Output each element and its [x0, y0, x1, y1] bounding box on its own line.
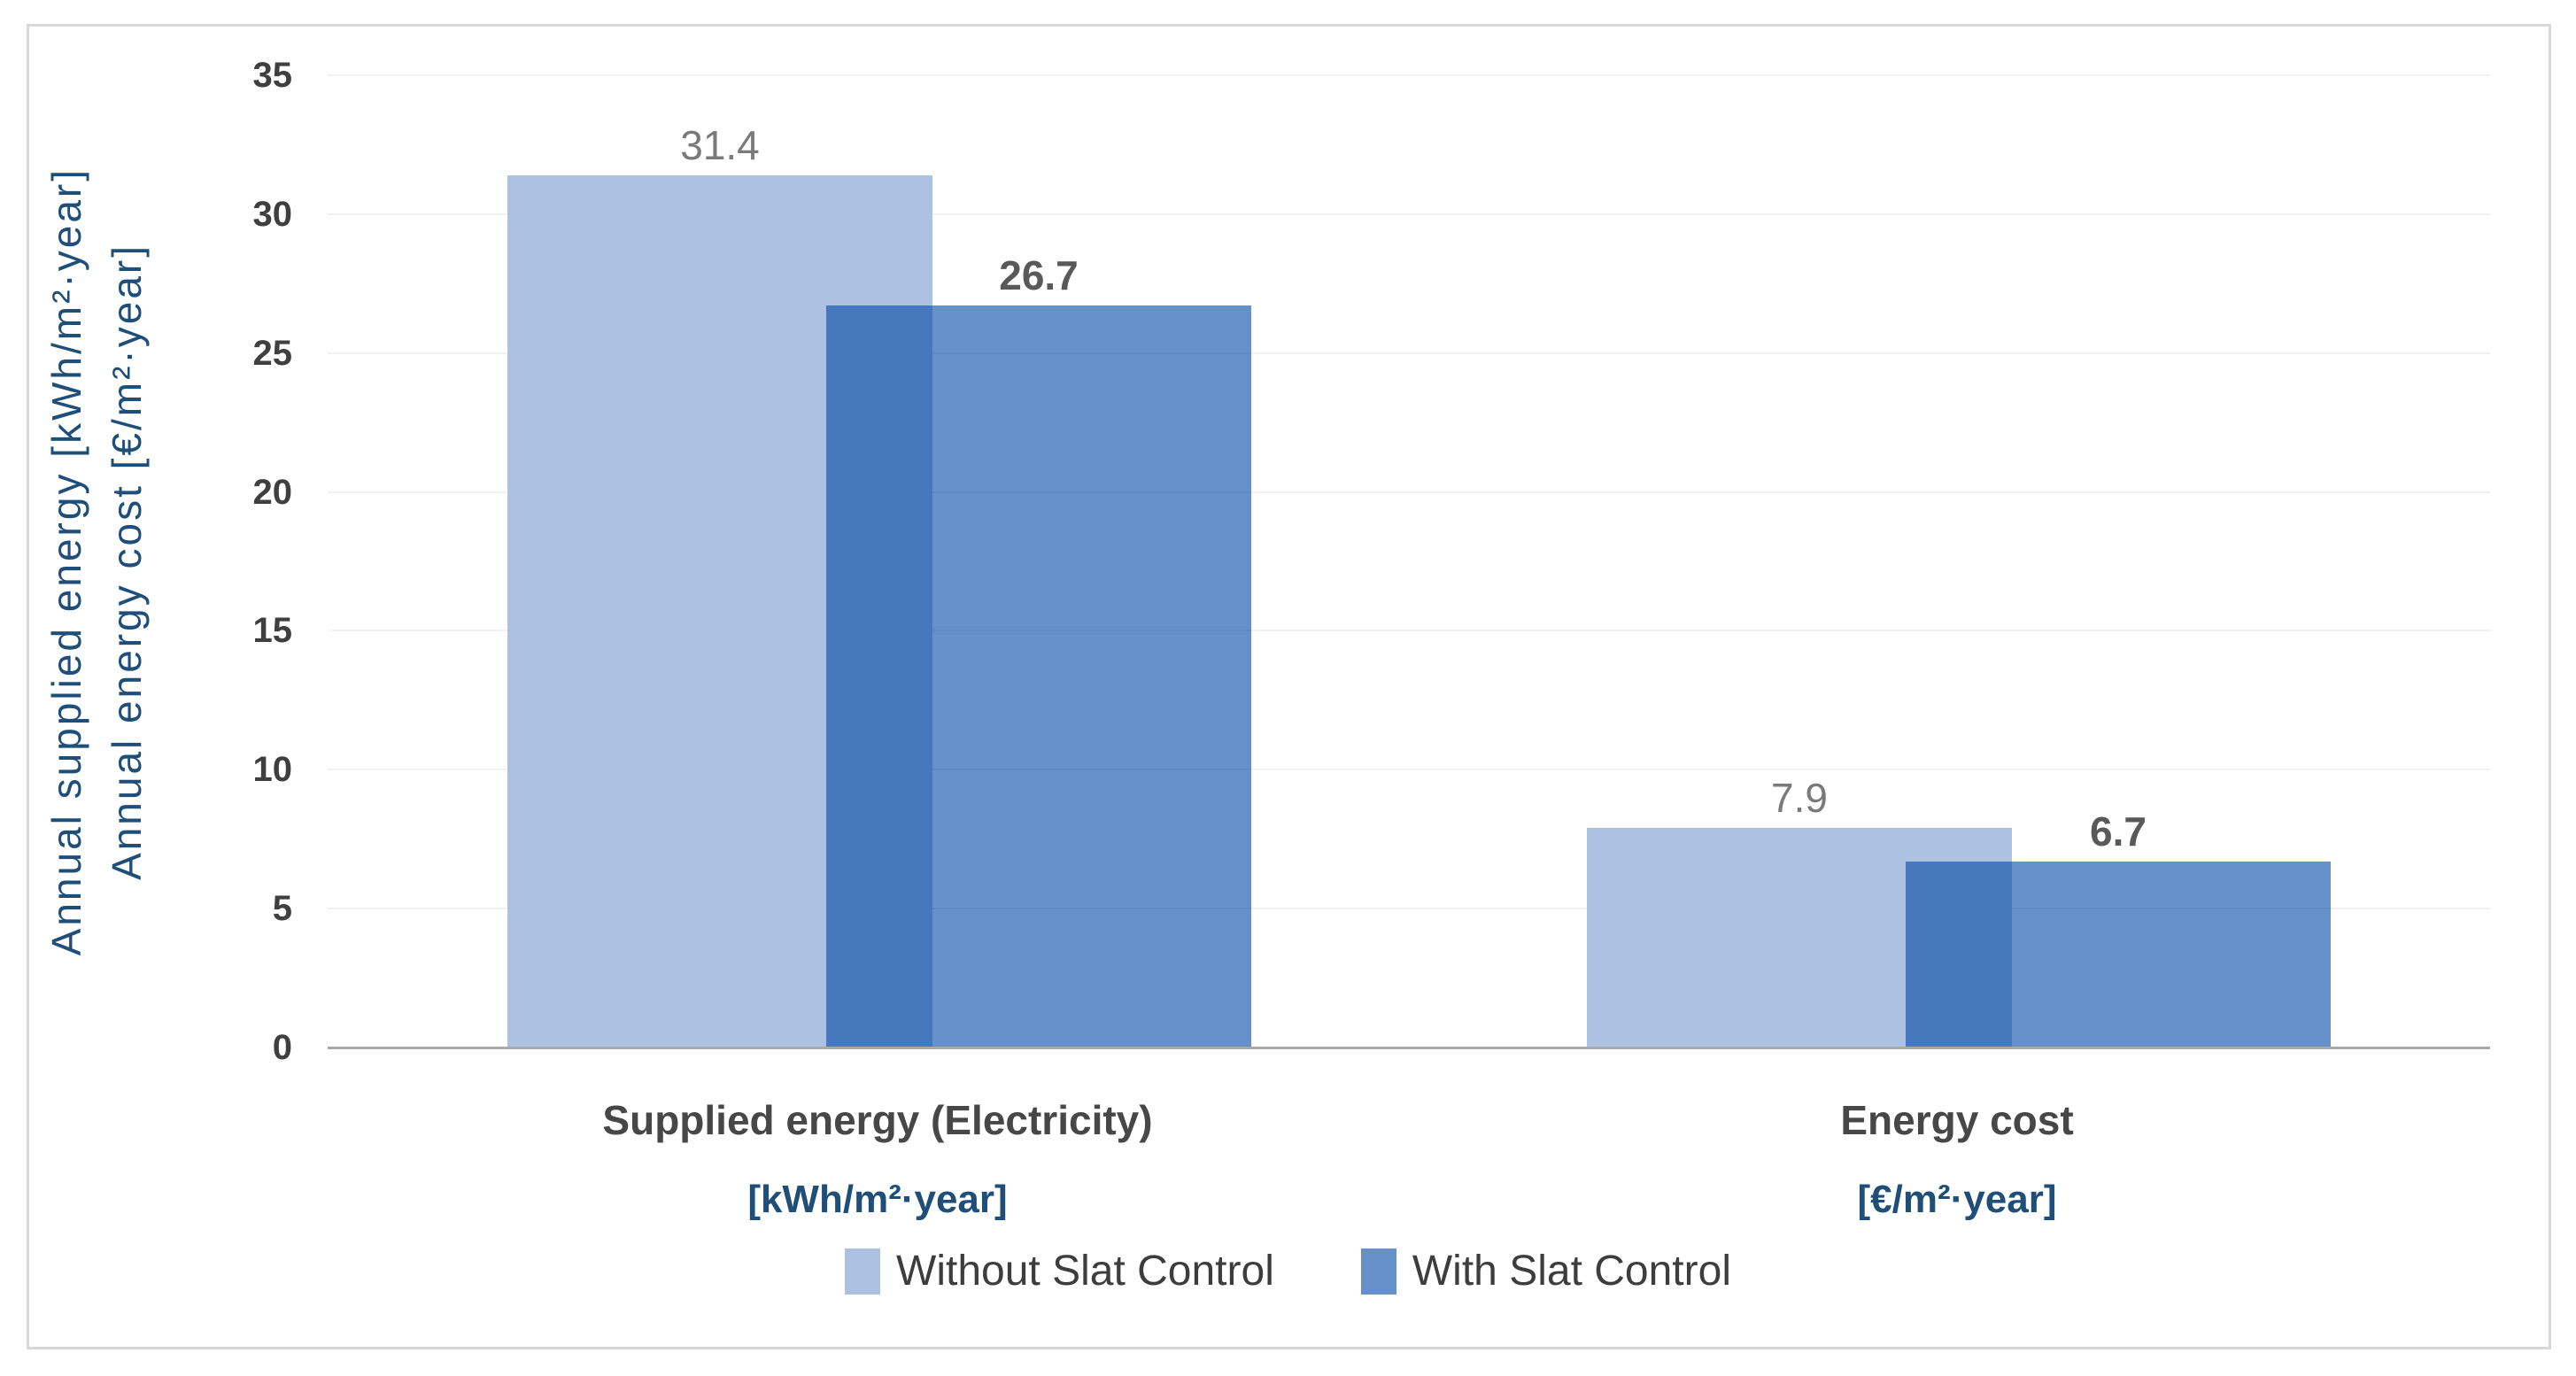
y-tick-label-10: 10	[252, 750, 293, 790]
y-tick-label-15: 15	[252, 611, 293, 651]
x-axis-line	[328, 1047, 2490, 1049]
gridline-35	[328, 74, 2490, 76]
y-axis-tick-labels: 0 5 10 15 20 25 30 35	[0, 56, 293, 1067]
data-label-with-slat-control: 6.7	[2090, 808, 2147, 854]
legend: Without Slat Control With Slat Control	[0, 1247, 2576, 1296]
y-tick-label-20: 20	[252, 472, 293, 512]
category-label-2: Energy cost	[1840, 1097, 2074, 1143]
legend-item-with-slat-control: With Slat Control	[1360, 1247, 1731, 1296]
y-tick-label-35: 35	[252, 56, 293, 95]
category-label-1: Supplied energy (Electricity)	[602, 1097, 1153, 1143]
y-tick-label-30: 30	[252, 194, 293, 234]
category-unit-label-1: [kWh/m²·year]	[747, 1178, 1008, 1221]
legend-swatch-with-slat-control	[1360, 1248, 1396, 1295]
y-tick-label-25: 25	[252, 333, 293, 373]
legend-swatch-without-slat-control	[845, 1248, 881, 1295]
bar-with-slat-control	[1906, 861, 2331, 1047]
y-tick-label-5: 5	[272, 889, 292, 929]
data-label-without-slat-control: 7.9	[1771, 775, 1828, 822]
gridline-10	[328, 769, 2490, 771]
legend-label-without-slat-control: Without Slat Control	[896, 1248, 1274, 1295]
data-label-with-slat-control: 26.7	[999, 252, 1079, 299]
y-tick-label-0: 0	[272, 1028, 292, 1067]
legend-label-with-slat-control: With Slat Control	[1412, 1248, 1731, 1295]
bar-with-slat-control	[826, 305, 1251, 1047]
category-unit-label-2: [€/m²·year]	[1857, 1178, 2057, 1221]
gridline-20	[328, 491, 2490, 493]
gridline-5	[328, 908, 2490, 910]
chart-frame	[27, 24, 2551, 1349]
gridline-15	[328, 630, 2490, 632]
data-label-without-slat-control: 31.4	[680, 121, 760, 168]
gridline-30	[328, 213, 2490, 215]
legend-item-without-slat-control: Without Slat Control	[845, 1247, 1274, 1296]
plot-area: 31.4 7.9 26.7 6.7	[328, 74, 2490, 1049]
gridline-25	[328, 352, 2490, 354]
